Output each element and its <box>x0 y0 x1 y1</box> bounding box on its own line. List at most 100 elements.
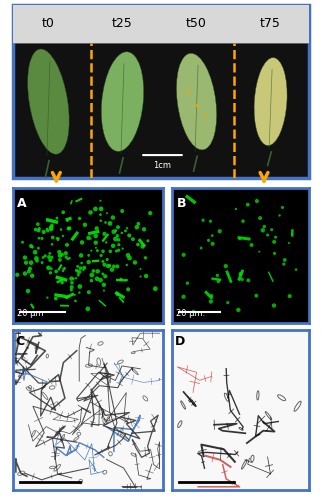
Point <box>108 220 113 228</box>
Point <box>282 256 287 264</box>
Point <box>98 197 103 205</box>
Point <box>29 258 34 266</box>
Point <box>54 234 60 242</box>
Bar <box>13 5 309 43</box>
Point <box>273 233 278 241</box>
Point <box>67 224 72 232</box>
Point <box>245 200 250 208</box>
Point <box>100 258 106 266</box>
Point <box>73 274 79 282</box>
Point <box>77 214 82 222</box>
Point <box>269 226 274 234</box>
Point <box>254 197 260 205</box>
Point <box>138 265 143 273</box>
Point <box>210 232 215 239</box>
Text: D: D <box>175 335 185 348</box>
Point <box>124 261 129 269</box>
Point <box>206 236 211 244</box>
Point <box>55 236 61 244</box>
Point <box>172 244 177 252</box>
Point <box>246 276 251 284</box>
Point <box>33 248 38 256</box>
Point <box>286 239 291 247</box>
Point <box>41 254 46 262</box>
Point <box>116 246 121 254</box>
Point <box>280 204 285 212</box>
Point <box>69 274 74 282</box>
Point <box>66 224 71 232</box>
Point <box>49 222 54 230</box>
Point <box>93 232 98 240</box>
Point <box>104 238 109 246</box>
Point <box>294 266 299 274</box>
Point <box>123 227 128 235</box>
Point <box>200 216 205 224</box>
Point <box>208 298 213 306</box>
Point <box>56 234 61 242</box>
Point <box>63 253 69 261</box>
Point <box>61 232 66 240</box>
Point <box>237 235 242 243</box>
Ellipse shape <box>101 52 144 152</box>
Point <box>126 251 131 259</box>
Point <box>172 234 177 241</box>
Point <box>49 264 54 272</box>
Point <box>24 258 29 266</box>
Point <box>93 238 98 246</box>
Point <box>100 248 106 256</box>
Point <box>30 243 35 251</box>
Point <box>65 254 71 262</box>
Point <box>217 227 222 235</box>
Point <box>57 252 62 260</box>
Point <box>144 272 149 280</box>
Point <box>33 226 38 234</box>
Point <box>26 268 32 276</box>
Point <box>57 256 62 264</box>
Point <box>41 228 46 236</box>
Point <box>30 272 35 280</box>
Point <box>81 264 87 272</box>
Point <box>67 254 72 262</box>
Point <box>69 286 74 294</box>
Point <box>105 262 110 270</box>
Point <box>236 306 241 314</box>
Point <box>34 257 40 265</box>
Point <box>89 271 94 279</box>
Point <box>47 250 52 258</box>
Point <box>103 272 108 280</box>
Point <box>254 292 259 300</box>
Point <box>127 232 132 239</box>
Point <box>85 305 90 313</box>
Point <box>76 268 81 276</box>
Point <box>72 291 77 299</box>
Point <box>141 226 147 234</box>
Point <box>49 224 54 232</box>
Point <box>25 287 31 295</box>
Point <box>257 248 262 256</box>
Text: t0: t0 <box>42 16 55 30</box>
Point <box>36 226 41 234</box>
Text: t50: t50 <box>186 16 207 30</box>
Point <box>113 226 118 234</box>
Point <box>88 234 93 242</box>
Point <box>124 184 129 192</box>
Point <box>95 246 100 254</box>
Point <box>52 320 58 328</box>
Point <box>88 208 93 216</box>
Point <box>78 264 83 272</box>
Text: 20 μm.: 20 μm. <box>176 310 206 318</box>
Point <box>28 242 33 250</box>
Point <box>57 248 62 256</box>
Point <box>148 209 153 217</box>
Point <box>99 205 104 213</box>
Point <box>104 209 109 217</box>
Point <box>110 242 116 250</box>
Point <box>6 238 11 246</box>
Point <box>59 250 64 258</box>
Point <box>272 250 277 258</box>
Point <box>111 228 116 235</box>
Point <box>60 278 65 286</box>
Point <box>75 262 80 270</box>
Point <box>101 286 107 294</box>
Point <box>86 258 91 266</box>
